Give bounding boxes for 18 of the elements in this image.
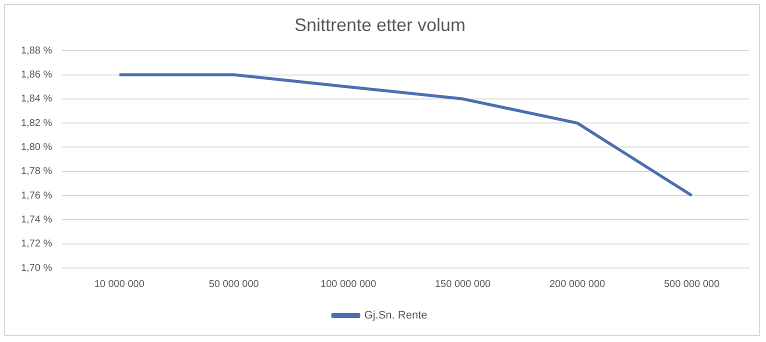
chart-title: Snittrente etter volum — [294, 14, 466, 35]
y-tick-label: 1,88 % — [20, 45, 52, 56]
y-tick-label: 1,76 % — [20, 190, 52, 202]
x-tick-label: 50 000 000 — [208, 278, 260, 290]
y-tick-label: 1,72 % — [20, 238, 52, 250]
x-tick-label: 150 000 000 — [434, 278, 492, 290]
x-tick-label: 500 000 000 — [664, 278, 720, 290]
y-tick-label: 1,80 % — [20, 142, 52, 153]
x-tick-label: 100 000 000 — [320, 278, 377, 290]
y-tick-label: 1,78 % — [20, 166, 52, 178]
legend-label: Gj.Sn. Rente — [364, 310, 428, 322]
x-tick-label: 10 000 000 — [94, 278, 145, 290]
y-tick-label: 1,70 % — [20, 262, 52, 274]
y-tick-label: 1,86 % — [20, 70, 52, 81]
x-tick-label: 200 000 000 — [549, 278, 606, 290]
y-tick-label: 1,82 % — [20, 118, 52, 129]
y-tick-label: 1,84 % — [20, 94, 52, 105]
y-tick-label: 1,74 % — [20, 214, 52, 226]
